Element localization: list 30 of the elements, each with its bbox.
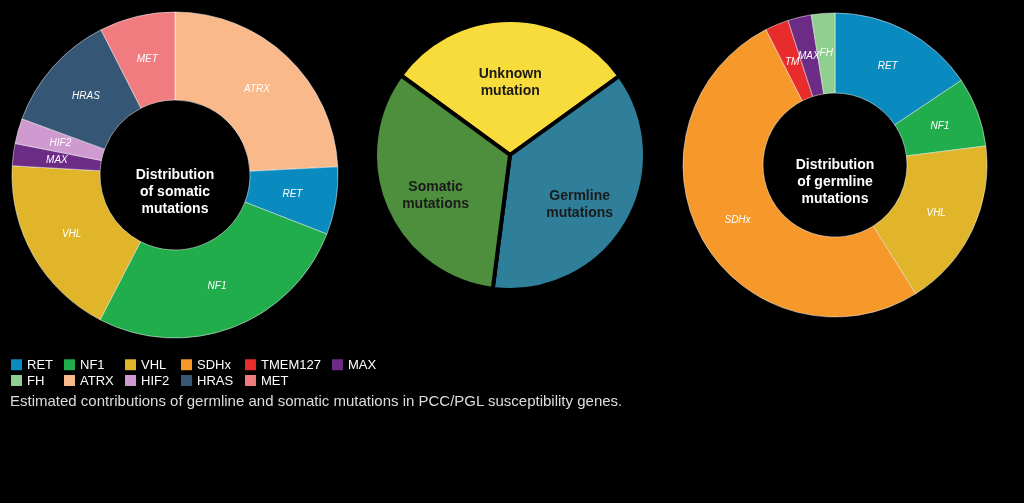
slice-label: MET — [136, 53, 159, 65]
slice-label: HIF2 — [49, 136, 72, 148]
slice-label: MAX — [46, 154, 69, 166]
slice-label: ATRX — [243, 82, 271, 94]
slice-label: VHL — [61, 227, 82, 239]
text: Distribution of somatic mutations — [135, 166, 215, 216]
data-label: FH — [819, 47, 834, 59]
slice-label: Somatic mutations — [402, 177, 470, 211]
data-label: VHL — [926, 207, 946, 219]
legend-label: FH — [27, 372, 45, 388]
legend-label: VHL — [141, 356, 167, 372]
legend-label: SDHx — [197, 356, 232, 372]
slice-label: NF1 — [207, 280, 227, 292]
data-label: SDHx — [724, 214, 752, 226]
legend-label: NF1 — [80, 356, 105, 372]
slice-label: RET — [282, 187, 304, 199]
slice-label: Unknown mutation — [478, 65, 542, 98]
legend-label: TMEM127 — [261, 356, 321, 372]
legend-label: HRAS — [197, 372, 234, 388]
data-label: RET — [877, 60, 899, 72]
legend-label: ATRX — [80, 372, 115, 388]
data-label: NF1 — [930, 119, 950, 131]
legend-label: MET — [261, 372, 289, 388]
legend-label: MAX — [348, 356, 377, 372]
legend-label: RET — [27, 356, 54, 372]
slice-label: HRAS — [72, 90, 101, 102]
slice-label: Germline mutations — [546, 187, 614, 221]
legend-label: HIF2 — [141, 372, 170, 388]
text: Distribution of germline mutations — [795, 156, 875, 206]
text: Estimated contributions of germline and somatic mutations in PCC/PGL susceptibility genes. — [10, 392, 623, 409]
